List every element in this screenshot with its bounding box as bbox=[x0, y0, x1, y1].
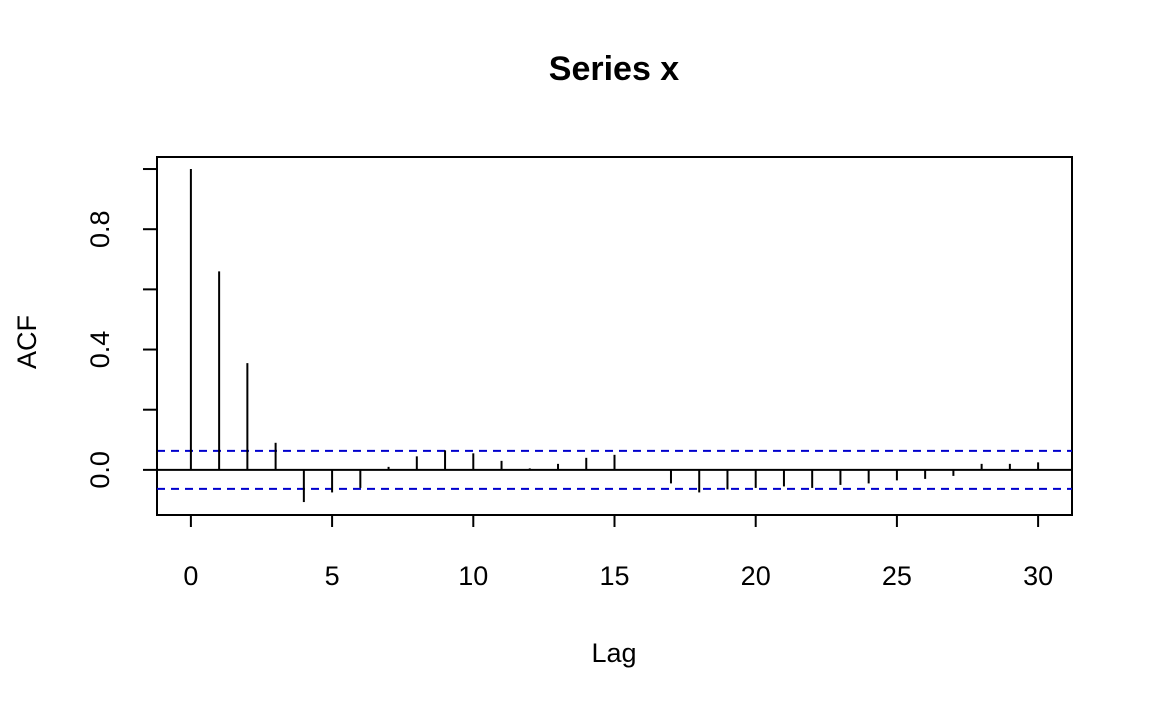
x-tick-label: 25 bbox=[882, 561, 912, 591]
y-tick-label: 0.4 bbox=[85, 331, 115, 369]
x-tick-label: 30 bbox=[1023, 561, 1053, 591]
y-tick-label: 0.8 bbox=[85, 210, 115, 248]
y-axis-label: ACF bbox=[12, 315, 42, 369]
x-axis-label: Lag bbox=[591, 638, 636, 668]
y-tick-label: 0.0 bbox=[85, 451, 115, 489]
plot-area: 0 5 10 15 20 25 30 0.0 0.4 0.8 bbox=[85, 156, 1073, 591]
x-tick-label: 5 bbox=[325, 561, 340, 591]
chart-title: Series x bbox=[549, 50, 680, 88]
x-tick-label: 10 bbox=[458, 561, 488, 591]
x-tick-label: 20 bbox=[741, 561, 771, 591]
x-tick-label: 15 bbox=[599, 561, 629, 591]
x-tick-label: 0 bbox=[183, 561, 198, 591]
